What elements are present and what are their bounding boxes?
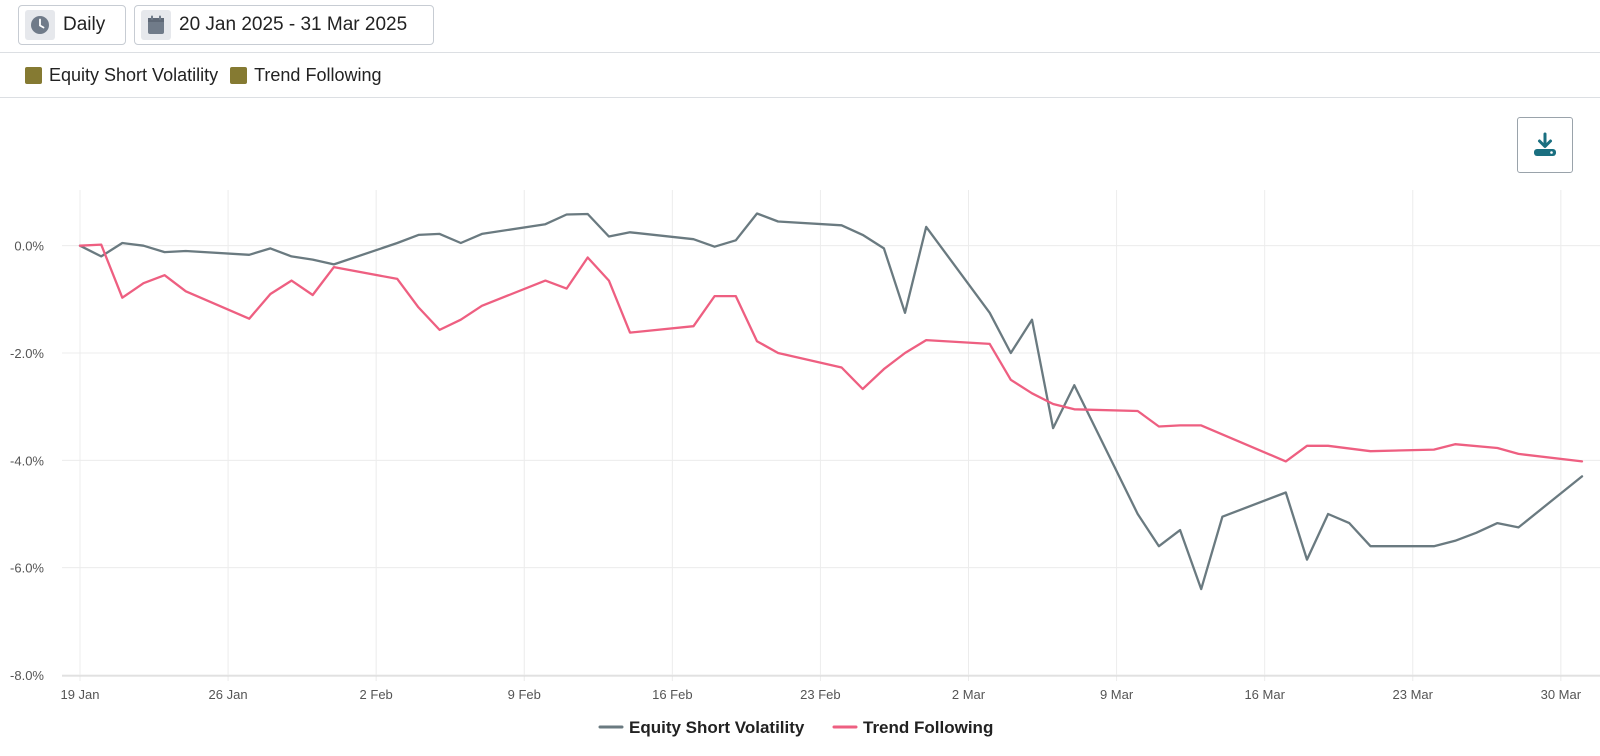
clock-icon xyxy=(25,10,55,40)
series-filter-bar: Equity Short Volatility Trend Following xyxy=(0,53,1600,98)
filter-label: Equity Short Volatility xyxy=(49,64,219,85)
legend-item-trend-following[interactable]: Trend Following xyxy=(832,718,993,737)
x-tick-label: 9 Feb xyxy=(508,687,541,702)
legend-item-equity-short-volatility[interactable]: Equity Short Volatility xyxy=(598,718,805,737)
legend-swatch xyxy=(230,66,248,84)
legend-swatch xyxy=(25,66,42,84)
date-range-label: 20 Jan 2025 - 31 Mar 2025 xyxy=(179,14,408,35)
y-tick-label: 0.0% xyxy=(14,239,44,254)
y-tick-label: -2.0% xyxy=(10,346,44,361)
line-chart: 19 Jan 26 Jan 2 Feb 9 Feb 16 Feb 23 Feb 2 Mar 9… xyxy=(10,190,1600,737)
x-tick-label: 19 Jan xyxy=(60,687,99,702)
x-tick-label: 9 Mar xyxy=(1100,687,1134,702)
download-button[interactable] xyxy=(1517,117,1573,173)
filter-item-trend-following[interactable]: Trend Following xyxy=(230,65,381,86)
toolbar: Daily 20 Jan 2025 - 31 Mar 2025 xyxy=(0,0,1600,53)
download-icon xyxy=(1534,132,1556,156)
frequency-label: Daily xyxy=(63,14,106,35)
x-tick-label: 16 Mar xyxy=(1244,687,1285,702)
chart-grid xyxy=(62,190,1600,681)
x-tick-label: 2 Mar xyxy=(952,687,986,702)
x-tick-label: 16 Feb xyxy=(652,687,692,702)
y-axis: 0.0% -2.0% -4.0% -6.0% -8.0% xyxy=(10,239,44,683)
x-tick-label: 23 Mar xyxy=(1393,687,1434,702)
series-line-trend-following xyxy=(78,243,1584,463)
series-line-equity-short-volatility xyxy=(78,212,1584,591)
x-tick-label: 2 Feb xyxy=(360,687,393,702)
x-axis: 19 Jan 26 Jan 2 Feb 9 Feb 16 Feb 23 Feb 2 Mar 9… xyxy=(60,675,1600,702)
calendar-icon xyxy=(141,10,171,40)
frequency-selector[interactable]: Daily xyxy=(18,5,126,45)
y-tick-label: -4.0% xyxy=(10,453,44,468)
legend-label: Trend Following xyxy=(863,718,993,737)
y-tick-label: -6.0% xyxy=(10,561,44,576)
x-tick-label: 23 Feb xyxy=(800,687,840,702)
series-lines xyxy=(78,212,1584,591)
x-tick-label: 30 Mar xyxy=(1541,687,1582,702)
y-tick-label: -8.0% xyxy=(10,668,44,683)
filter-item-equity-short-volatility[interactable]: Equity Short Volatility xyxy=(25,65,218,86)
filter-label: Trend Following xyxy=(254,64,382,85)
date-range-selector[interactable]: 20 Jan 2025 - 31 Mar 2025 xyxy=(134,5,434,45)
chart-legend[interactable]: Equity Short Volatility Trend Following xyxy=(598,718,993,737)
legend-label: Equity Short Volatility xyxy=(629,718,805,737)
x-tick-label: 26 Jan xyxy=(209,687,248,702)
